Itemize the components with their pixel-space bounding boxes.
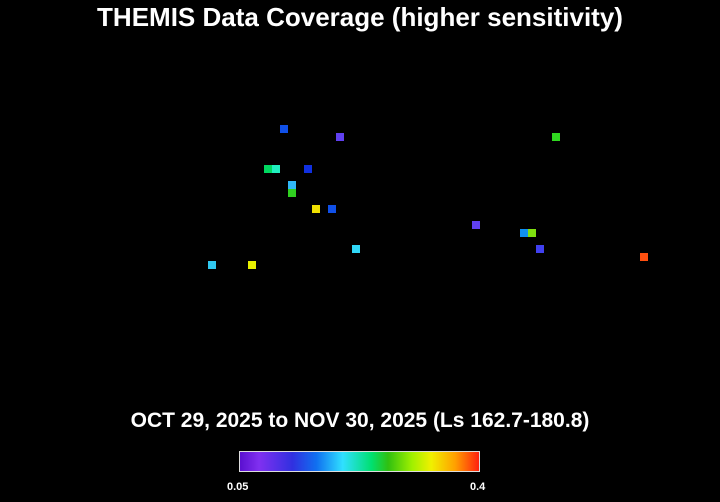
coverage-point — [248, 261, 256, 269]
coverage-point — [264, 165, 272, 173]
coverage-point — [312, 205, 320, 213]
coverage-point — [288, 189, 296, 197]
coverage-point — [336, 133, 344, 141]
coverage-point — [328, 205, 336, 213]
colorbar — [239, 451, 480, 472]
coverage-point — [536, 245, 544, 253]
coverage-point — [640, 253, 648, 261]
colorbar-max-label: 0.4 — [470, 481, 486, 493]
date-range-subtitle: OCT 29, 2025 to NOV 30, 2025 (Ls 162.7-1… — [130, 409, 590, 432]
coverage-plot — [208, 125, 648, 269]
coverage-point — [304, 165, 312, 173]
coverage-point — [528, 229, 536, 237]
coverage-point — [520, 229, 528, 237]
colorbar-min-label: 0.05 — [227, 481, 249, 493]
coverage-point — [552, 133, 560, 141]
chart-title: THEMIS Data Coverage (higher sensitivity… — [97, 2, 623, 32]
coverage-point — [288, 181, 296, 189]
coverage-point — [280, 125, 288, 133]
coverage-point — [352, 245, 360, 253]
coverage-point — [272, 165, 280, 173]
coverage-point — [208, 261, 216, 269]
coverage-point — [472, 221, 480, 229]
